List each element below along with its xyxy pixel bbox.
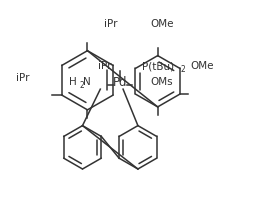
Text: OMe: OMe — [190, 61, 214, 71]
Text: Pd: Pd — [113, 76, 127, 89]
Text: 2: 2 — [79, 81, 84, 90]
Text: iPr: iPr — [104, 19, 118, 29]
Text: iPr: iPr — [98, 61, 111, 71]
Text: iPr: iPr — [17, 73, 30, 83]
Text: H: H — [69, 77, 76, 87]
Text: P(tBu): P(tBu) — [142, 61, 174, 71]
Text: 2: 2 — [180, 65, 185, 74]
Text: OMe: OMe — [150, 19, 173, 29]
Text: OMs: OMs — [150, 77, 173, 87]
Text: N: N — [83, 77, 90, 87]
